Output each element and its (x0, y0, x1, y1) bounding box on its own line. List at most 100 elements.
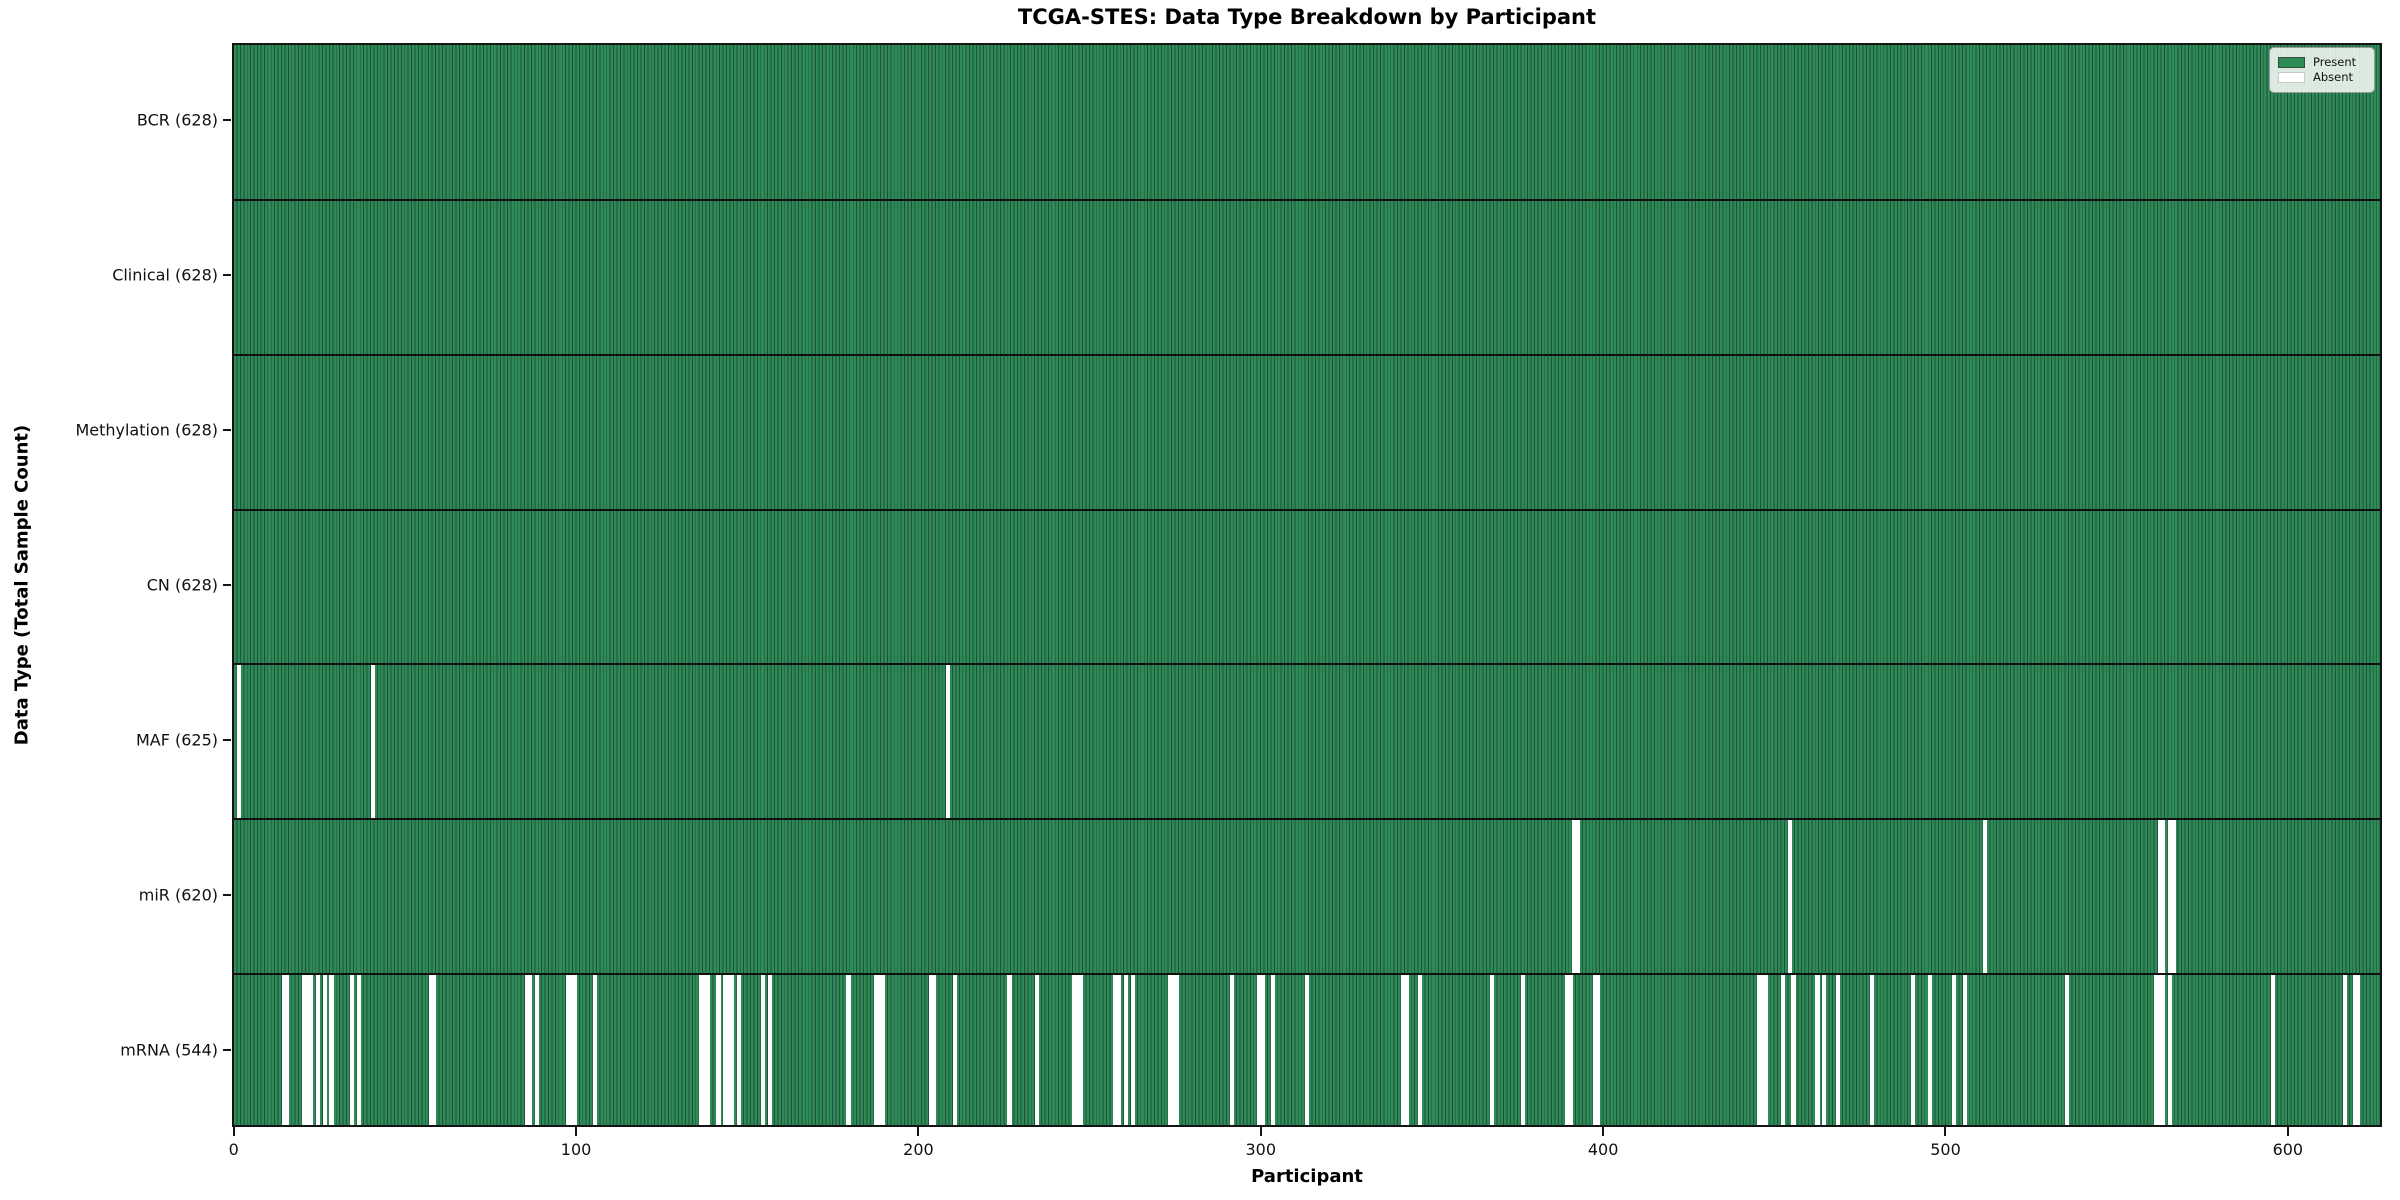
absent-gap-miR (1575, 819, 1580, 975)
absent-gap-mRNA (305, 974, 310, 1125)
absent-gap-mRNA (281, 974, 286, 1125)
absent-gap-mRNA (322, 974, 327, 1125)
absent-gap-mRNA (1928, 974, 1933, 1125)
absent-gap-mRNA (1962, 974, 1967, 1125)
row-Clinical (234, 199, 2380, 355)
legend-swatch-present-icon (2278, 57, 2305, 68)
absent-gap-mRNA (706, 974, 711, 1125)
row-separator (234, 508, 2380, 511)
x-tick-mark (2286, 1127, 2289, 1136)
absent-gap-mRNA (1123, 974, 1128, 1125)
x-tick-label: 300 (1245, 1140, 1277, 1159)
row-separator (234, 198, 2380, 201)
absent-gap-mRNA (302, 974, 307, 1125)
absent-gap-mRNA (1781, 974, 1786, 1125)
absent-gap-mRNA (1835, 974, 1841, 1125)
absent-gap-mRNA (1418, 974, 1423, 1125)
absent-gap-mRNA (1763, 974, 1769, 1125)
row-separator (234, 818, 2380, 821)
absent-gap-mRNA (1490, 974, 1495, 1125)
absent-gap-miR (1983, 819, 1988, 975)
x-axis-label: Participant (1251, 1166, 1363, 1187)
absent-gap-mRNA (767, 974, 772, 1125)
absent-gap-mRNA (528, 974, 533, 1125)
absent-gap-mRNA (1113, 974, 1118, 1125)
legend-item-absent: Absent (2278, 71, 2366, 84)
row-MAF (234, 664, 2380, 820)
legend-item-present: Present (2278, 56, 2366, 69)
absent-gap-mRNA (736, 974, 742, 1125)
row-CN (234, 509, 2380, 665)
absent-gap-mRNA (1079, 974, 1084, 1125)
absent-gap-mRNA (928, 974, 933, 1125)
absent-gap-mRNA (1404, 974, 1409, 1125)
absent-gap-MAF (237, 664, 242, 820)
chart-title: TCGA-STES: Data Type Breakdown by Partic… (1017, 5, 1597, 29)
x-tick-label: 200 (903, 1140, 934, 1159)
row-separator (234, 353, 2380, 356)
absent-gap-mRNA (2342, 974, 2347, 1125)
absent-gap-mRNA (932, 974, 937, 1125)
absent-gap-mRNA (1305, 974, 1310, 1125)
absent-gap-mRNA (1260, 974, 1265, 1125)
absent-gap-mRNA (1815, 974, 1820, 1125)
absent-gap-miR (1572, 819, 1577, 975)
x-tick-label: 500 (1930, 1140, 1961, 1159)
absent-gap-MAF (370, 664, 375, 820)
absent-gap-miR (1787, 819, 1793, 975)
absent-gap-mRNA (534, 974, 540, 1125)
x-tick-mark (1944, 1127, 1947, 1136)
x-tick-label: 400 (1587, 1140, 1619, 1159)
absent-gap-mRNA (699, 974, 704, 1125)
absent-gap-mRNA (524, 974, 529, 1125)
absent-gap-mRNA (2356, 974, 2361, 1125)
absent-gap-mRNA (572, 974, 577, 1125)
absent-gap-mRNA (569, 974, 574, 1125)
absent-gap-mRNA (726, 974, 731, 1125)
absent-gap-mRNA (565, 974, 570, 1125)
absent-gap-mRNA (846, 974, 851, 1125)
y-tick-mark (223, 893, 231, 896)
absent-gap-mRNA (1072, 974, 1077, 1125)
y-tick-mark (223, 584, 231, 586)
absent-gap-mRNA (2167, 974, 2173, 1125)
y-tick-mark (223, 429, 231, 432)
y-tick-mark (223, 1048, 231, 1051)
absent-gap-miR (2171, 819, 2176, 975)
absent-gap-mRNA (760, 974, 766, 1125)
absent-gap-MAF (945, 664, 950, 820)
absent-gap-mRNA (880, 974, 885, 1125)
absent-gap-mRNA (1171, 974, 1176, 1125)
y-tick-label: CN (628) (146, 575, 218, 595)
absent-gap-mRNA (1401, 974, 1406, 1125)
absent-gap-mRNA (1870, 974, 1875, 1125)
absent-gap-mRNA (1760, 974, 1765, 1125)
absent-gap-mRNA (1075, 974, 1081, 1125)
absent-gap-mRNA (1257, 974, 1262, 1125)
y-tick-mark (223, 274, 231, 277)
plot-area (232, 43, 2382, 1127)
absent-gap-mRNA (2065, 974, 2070, 1125)
legend: Present Absent (2269, 47, 2375, 93)
x-tick-mark (1259, 1127, 1262, 1136)
absent-gap-mRNA (428, 974, 433, 1125)
absent-gap-mRNA (1270, 974, 1276, 1125)
absent-gap-mRNA (1791, 974, 1796, 1125)
absent-gap-mRNA (1229, 974, 1235, 1125)
absent-gap-mRNA (730, 974, 735, 1125)
absent-gap-mRNA (873, 974, 879, 1125)
y-tick-label: miR (620) (138, 885, 218, 905)
absent-gap-mRNA (1520, 974, 1526, 1125)
x-tick-label: 600 (2272, 1140, 2304, 1159)
absent-gap-mRNA (1565, 974, 1570, 1125)
absent-gap-miR (2161, 819, 2166, 975)
absent-gap-mRNA (1757, 974, 1762, 1125)
absent-gap-mRNA (2157, 974, 2162, 1125)
absent-gap-mRNA (2270, 974, 2275, 1125)
absent-gap-mRNA (1116, 974, 1122, 1125)
absent-gap-miR (2167, 819, 2173, 975)
absent-gap-mRNA (1568, 974, 1573, 1125)
absent-gap-mRNA (308, 974, 314, 1125)
absent-gap-mRNA (1130, 974, 1135, 1125)
